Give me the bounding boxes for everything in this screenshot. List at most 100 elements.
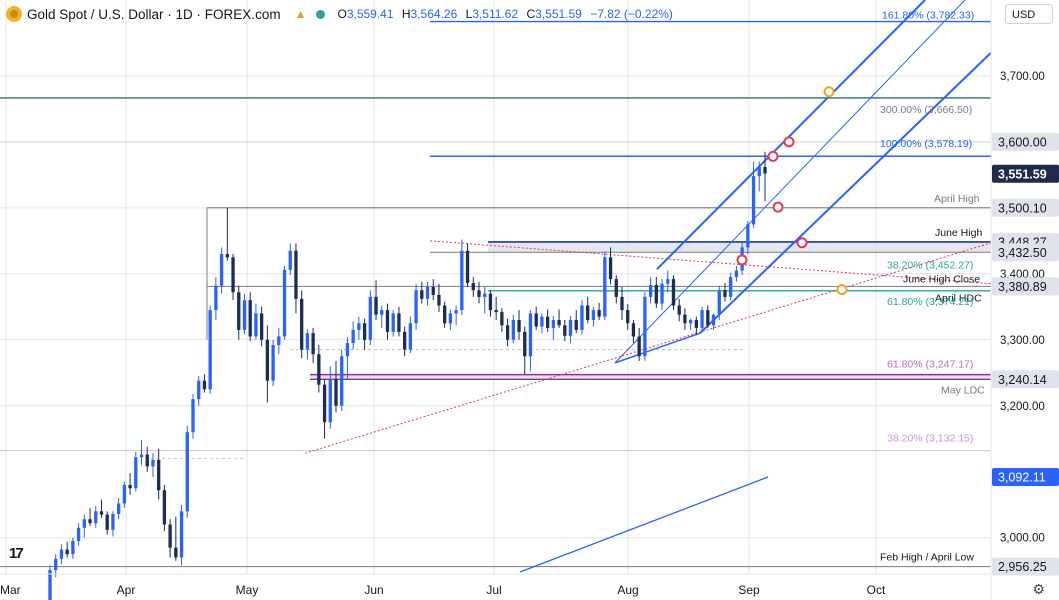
time-axis-label: Mar: [0, 583, 21, 597]
candle: [128, 473, 132, 495]
price-tag: 2,956.25: [992, 557, 1059, 576]
candle-body: [271, 345, 275, 381]
candle: [551, 316, 556, 340]
candle-body: [59, 549, 64, 559]
candle: [300, 290, 304, 359]
candle-body: [116, 503, 121, 514]
candle: [465, 243, 470, 287]
candle: [174, 516, 178, 561]
channel-base-line: [614, 332, 701, 364]
price-tag-box: [992, 243, 1059, 262]
price-tag-box: [992, 467, 1059, 486]
price-tag-label: 3,500.10: [998, 201, 1047, 215]
candle: [340, 349, 344, 412]
candle: [637, 327, 641, 361]
ohlc-values: O3,559.41 H3,564.26 L3,511.62 C3,551.59 …: [337, 7, 673, 21]
candle-body: [460, 250, 464, 311]
candle-body: [465, 250, 470, 284]
level-annotation: Feb High / April Low: [880, 552, 974, 564]
candle: [408, 316, 413, 353]
level-annotation: June High: [935, 227, 982, 239]
candle: [214, 277, 218, 320]
level-annotation: 100.00% (3,578.19): [880, 138, 972, 150]
candle: [431, 279, 435, 301]
candle-body: [517, 319, 521, 332]
candle-body: [557, 319, 561, 326]
candle: [328, 366, 332, 429]
candle-body: [654, 285, 658, 304]
price-tag: 3,500.10: [992, 198, 1059, 217]
candle: [357, 316, 361, 340]
candle: [454, 305, 458, 326]
candle: [391, 310, 395, 337]
symbol-title[interactable]: Gold Spot / U.S. Dollar · 1D · FOREX.com: [27, 6, 281, 22]
candle-body: [225, 254, 229, 258]
candle-body: [259, 313, 264, 340]
candle: [259, 306, 264, 347]
candle-body: [254, 313, 258, 337]
candle: [666, 270, 670, 293]
level-annotation: June High Close: [903, 273, 980, 285]
candle-body: [505, 325, 510, 340]
candle: [311, 327, 315, 363]
candle: [425, 281, 430, 306]
candle-body: [94, 511, 98, 524]
candle-body: [282, 269, 287, 337]
candle-body: [134, 457, 138, 489]
price-tag-label: 3,600.00: [998, 135, 1047, 149]
candle-body: [340, 356, 344, 406]
candle-body: [311, 333, 315, 355]
moving-average-line: [519, 476, 769, 573]
price-axis-label: 3,700.00: [1000, 71, 1045, 83]
candle: [711, 313, 716, 330]
candle-body: [351, 329, 355, 344]
settings-gear-icon[interactable]: ⚙: [1032, 581, 1045, 597]
candle-body: [666, 279, 670, 284]
target-marker: [836, 284, 848, 296]
chart-legend: Gold Spot / U.S. Dollar · 1D · FOREX.com…: [6, 4, 678, 24]
candle-body: [248, 300, 252, 337]
candle: [397, 306, 401, 337]
trendline-support: [304, 242, 992, 454]
candle-body: [385, 310, 390, 332]
alert-bell-icon[interactable]: ▲: [294, 7, 307, 21]
currency-selector[interactable]: USD: [1005, 4, 1053, 24]
candle: [700, 306, 704, 332]
price-axis-label: 3,000.00: [1000, 533, 1045, 545]
candle-body: [700, 310, 704, 328]
candle: [48, 565, 52, 600]
candle-body: [574, 319, 578, 330]
candle-body: [242, 300, 247, 330]
level-annotation: 161.80% (3,782.33): [882, 10, 974, 22]
candle: [717, 285, 721, 320]
candle-body: [219, 254, 224, 286]
tradingview-logo[interactable]: 17: [9, 545, 24, 562]
candle: [763, 151, 767, 202]
candle: [345, 337, 350, 380]
candle-body: [500, 312, 504, 326]
candle-body: [54, 558, 58, 571]
candle-body: [706, 310, 710, 326]
channel-marker: [767, 150, 779, 162]
candle-body: [322, 384, 327, 423]
level-annotation: 38.20% (3,132.15): [887, 433, 973, 445]
candle: [265, 325, 270, 403]
candle-body: [391, 313, 395, 332]
candle: [574, 310, 578, 334]
candle: [723, 283, 727, 302]
price-tag-label: 2,956.25: [998, 560, 1047, 574]
candle-body: [454, 310, 458, 314]
candle-body: [300, 298, 304, 350]
candle-body: [591, 310, 596, 320]
candle-body: [357, 323, 361, 330]
candle-body: [437, 294, 441, 306]
price-tag: 3,551.59: [992, 164, 1059, 183]
candle: [271, 339, 275, 386]
candle-body: [237, 292, 241, 330]
candle: [162, 484, 167, 532]
time-axis-label: May: [236, 583, 259, 597]
level-annotation: April HDC: [935, 292, 982, 304]
candle-body: [65, 549, 69, 555]
candle-body: [420, 290, 424, 299]
